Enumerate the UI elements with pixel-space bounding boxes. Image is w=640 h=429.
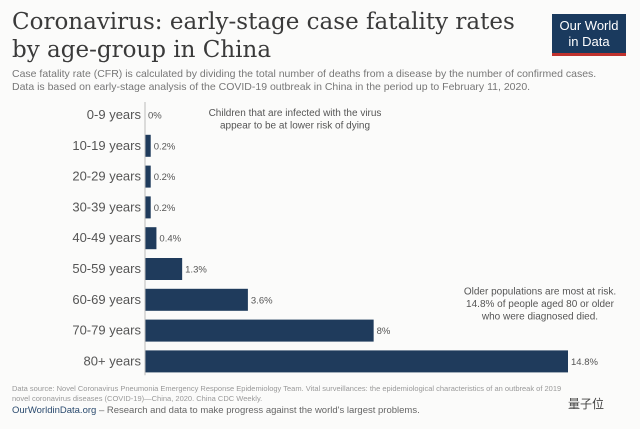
category-label: 80+ years xyxy=(84,353,142,368)
annotation-text: who were diagnosed died. xyxy=(481,312,598,323)
site-link[interactable]: OurWorldinData.org xyxy=(12,405,97,416)
category-label: 30-39 years xyxy=(72,199,141,214)
value-label: 0.2% xyxy=(154,203,176,214)
value-label: 1.3% xyxy=(185,265,207,276)
data-source: Data source: Novel Coronavirus Pneumonia… xyxy=(12,384,562,403)
value-label: 8% xyxy=(377,326,391,337)
subtitle-line-1: Case fatality rate (CFR) is calculated b… xyxy=(12,68,597,80)
logo-line-1: Our World xyxy=(559,18,619,33)
bar xyxy=(145,350,568,373)
footer-credit: OurWorldinData.org – Research and data t… xyxy=(12,405,572,416)
annotation-text: Children that are infected with the viru… xyxy=(209,108,382,119)
category-label: 70-79 years xyxy=(72,323,141,338)
chart-subtitle: Case fatality rate (CFR) is calculated b… xyxy=(12,68,612,94)
bar-chart: 0-9 years 0% 10-19 years 0.2% 20-29 years 0.2… xyxy=(72,102,616,376)
category-label: 20-29 years xyxy=(72,169,141,184)
annotation-text: Older populations are most at risk. xyxy=(464,287,616,298)
category-label: 10-19 years xyxy=(72,138,141,153)
value-label: 0% xyxy=(148,111,162,122)
bar xyxy=(145,319,374,342)
bar xyxy=(145,288,248,311)
bar xyxy=(145,258,183,280)
subtitle-line-2: Data is based on early-stage analysis of… xyxy=(12,81,531,93)
chart-title: Coronavirus: early-stage case fatality r… xyxy=(12,9,515,63)
value-label: 14.8% xyxy=(571,357,598,368)
bar xyxy=(145,165,151,188)
owid-logo[interactable]: Our World in Data xyxy=(552,14,626,56)
logo-line-2: in Data xyxy=(568,34,610,49)
value-label: 0.2% xyxy=(154,141,176,152)
bar xyxy=(145,196,151,219)
value-label: 0.2% xyxy=(154,172,176,183)
value-label: 0.4% xyxy=(159,234,181,245)
bar xyxy=(145,227,157,250)
category-label: 0-9 years xyxy=(87,107,142,122)
category-label: 50-59 years xyxy=(72,261,141,276)
footer-tagline: – Research and data to make progress aga… xyxy=(96,405,420,416)
category-label: 40-49 years xyxy=(72,230,141,245)
annotation-text: 14.8% of people aged 80 or older xyxy=(466,299,615,310)
annotation-text: appear to be at lower risk of dying xyxy=(220,121,370,132)
watermark: 量子位 xyxy=(568,397,605,411)
value-label: 3.6% xyxy=(251,295,273,306)
category-label: 60-69 years xyxy=(72,292,141,307)
bar xyxy=(145,134,151,157)
